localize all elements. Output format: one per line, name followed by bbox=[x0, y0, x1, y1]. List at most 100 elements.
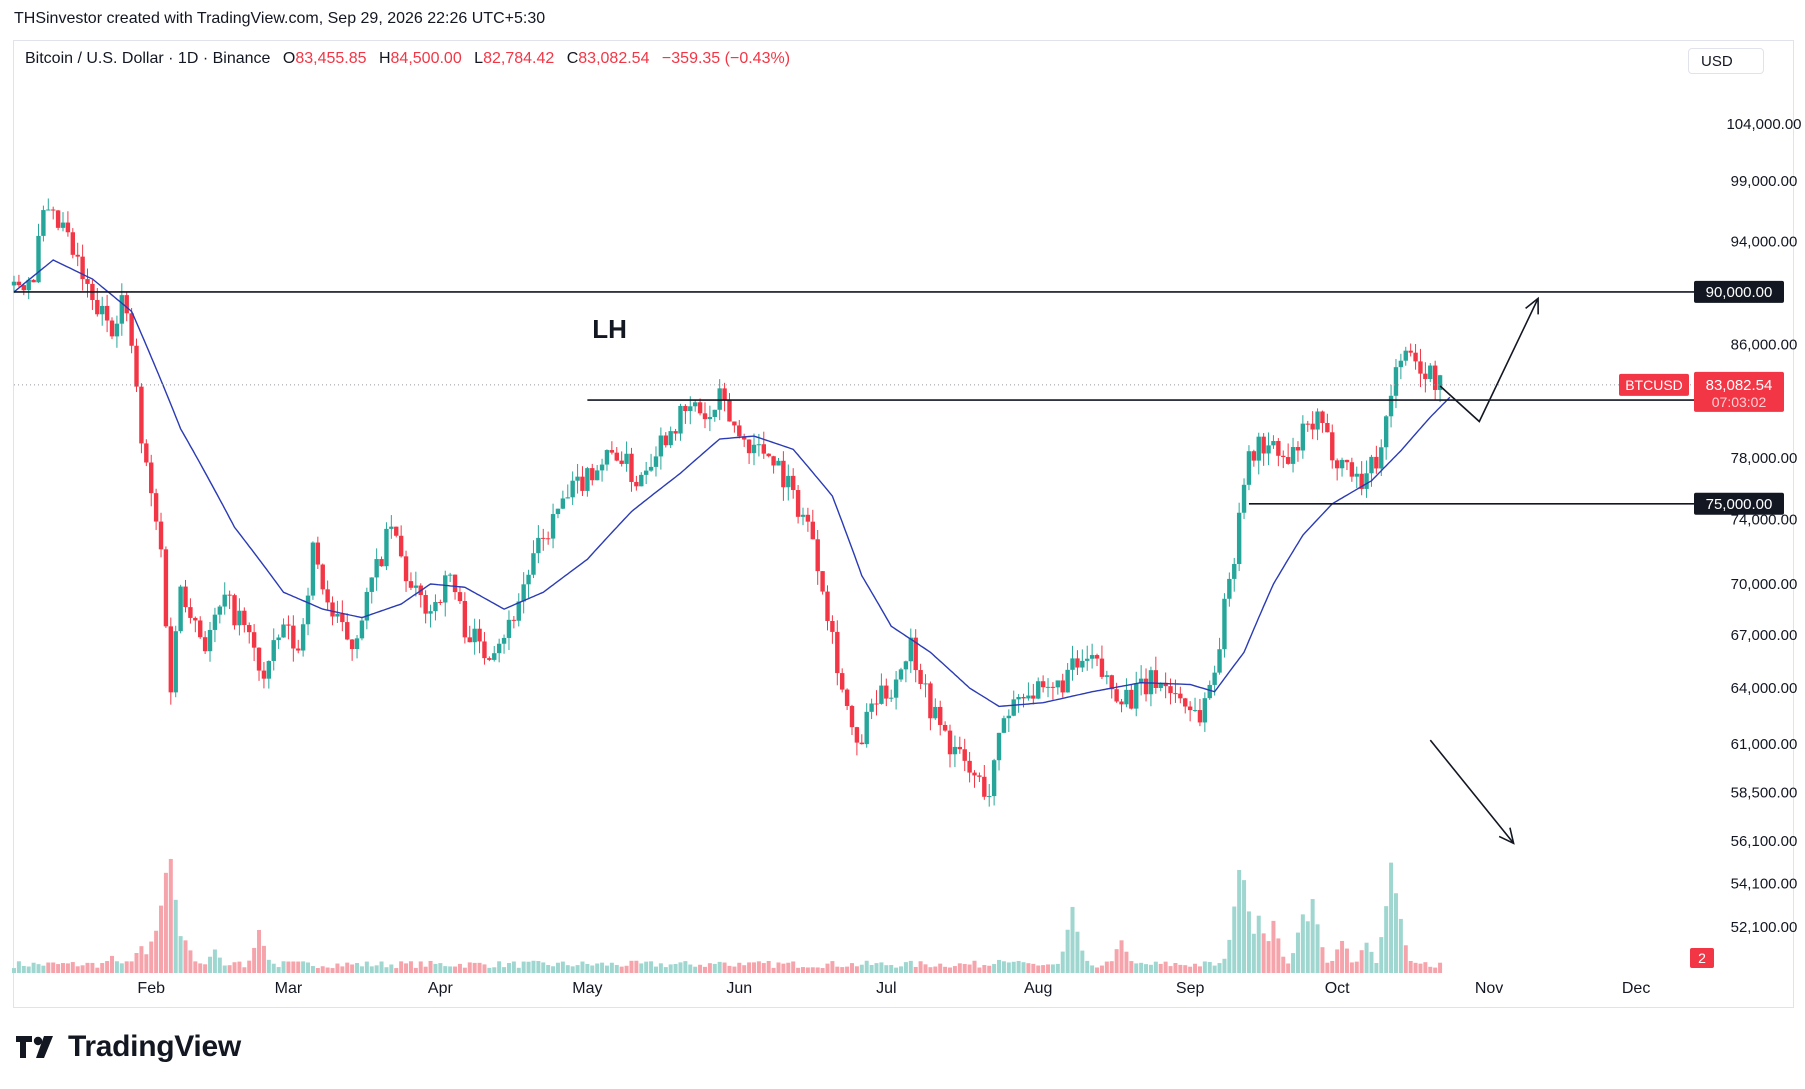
candle-body bbox=[1168, 686, 1173, 694]
x-tick-label: Sep bbox=[1176, 980, 1205, 997]
candle-body bbox=[663, 435, 668, 446]
volume-bar bbox=[820, 968, 825, 973]
volume-bar bbox=[193, 961, 198, 973]
volume-bar bbox=[61, 963, 66, 973]
volume-bar bbox=[1217, 963, 1222, 973]
symbol-title[interactable]: Bitcoin / U.S. Dollar · 1D · Binance bbox=[25, 50, 271, 67]
volume-bar bbox=[1065, 929, 1070, 973]
volume-bar bbox=[1222, 958, 1227, 973]
volume-bar bbox=[825, 963, 830, 973]
volume-bar bbox=[1212, 965, 1217, 973]
volume-bar bbox=[1320, 947, 1325, 973]
candle-body bbox=[305, 595, 311, 625]
y-tick-label: 78,000.00 bbox=[1731, 450, 1798, 467]
volume-bar bbox=[1364, 942, 1369, 973]
volume-bar bbox=[296, 961, 301, 973]
candle-body bbox=[1207, 684, 1212, 699]
candle-body bbox=[531, 553, 536, 575]
volume-bar bbox=[668, 964, 673, 973]
candle-body bbox=[1129, 689, 1134, 709]
volume-bar bbox=[658, 963, 663, 973]
candle-body bbox=[1315, 411, 1320, 430]
volume-bar bbox=[585, 963, 590, 973]
candle-body bbox=[266, 660, 272, 679]
volume-bar bbox=[629, 960, 634, 973]
volume-bar bbox=[840, 967, 845, 973]
candle-body bbox=[560, 498, 566, 509]
volume-bar bbox=[369, 966, 374, 973]
volume-bar bbox=[796, 967, 801, 973]
volume-bar bbox=[624, 965, 629, 973]
volume-bar bbox=[41, 965, 46, 973]
candle-body bbox=[153, 493, 159, 522]
volume-bar bbox=[139, 946, 144, 973]
candle-body bbox=[1379, 447, 1384, 469]
candle-body bbox=[869, 703, 874, 712]
volume-bar bbox=[673, 963, 678, 973]
volume-bar bbox=[967, 964, 972, 973]
candle-body bbox=[1369, 456, 1374, 474]
candle-body bbox=[511, 619, 517, 621]
candle-body bbox=[1261, 436, 1266, 454]
y-tick-label: 61,000.00 bbox=[1731, 736, 1798, 753]
candle-body bbox=[408, 581, 414, 588]
candle-body bbox=[1413, 352, 1418, 362]
candle-body bbox=[830, 620, 835, 632]
volume-bar bbox=[90, 962, 95, 973]
volume-bar bbox=[997, 959, 1002, 973]
volume-bar bbox=[1060, 951, 1065, 973]
x-tick-label: Apr bbox=[428, 980, 454, 997]
volume-bar bbox=[374, 965, 379, 973]
volume-bar bbox=[208, 956, 213, 973]
candle-body bbox=[41, 210, 46, 236]
volume-bar bbox=[1193, 963, 1198, 973]
volume-bar bbox=[188, 950, 193, 973]
volume-bar bbox=[1349, 962, 1354, 973]
candle-body bbox=[580, 476, 585, 491]
volume-bar bbox=[1153, 961, 1158, 973]
volume-bar bbox=[555, 962, 560, 973]
candle-body bbox=[237, 610, 242, 626]
candle-body bbox=[771, 456, 776, 466]
candle-body bbox=[786, 475, 791, 488]
level-label-box bbox=[1694, 492, 1784, 515]
candle-body bbox=[467, 637, 472, 643]
volume-bar bbox=[448, 966, 453, 973]
candle-body bbox=[349, 639, 355, 650]
volume-bar bbox=[639, 963, 644, 973]
candle-body bbox=[178, 586, 183, 632]
volume-bar bbox=[428, 960, 433, 973]
candle-body bbox=[967, 760, 972, 773]
volume-bar bbox=[1251, 933, 1256, 973]
volume-bar bbox=[1305, 921, 1310, 973]
volume-bar bbox=[154, 930, 159, 973]
volume-bar bbox=[570, 966, 575, 973]
candle-body bbox=[977, 775, 982, 777]
candle-body bbox=[766, 453, 771, 457]
chart-frame bbox=[13, 40, 1794, 1008]
candle-body bbox=[938, 706, 943, 725]
candle-body bbox=[1408, 350, 1413, 353]
volume-bar bbox=[467, 962, 472, 973]
volume-bar bbox=[649, 961, 654, 973]
volume-bar bbox=[766, 961, 771, 973]
volume-bar bbox=[1330, 960, 1335, 973]
candle-body bbox=[570, 480, 575, 498]
volume-bar bbox=[1276, 938, 1281, 973]
low-label: L bbox=[474, 50, 484, 67]
currency-button[interactable]: USD bbox=[1688, 48, 1764, 74]
volume-bar bbox=[693, 966, 698, 973]
candle-body bbox=[942, 724, 948, 731]
volume-bar bbox=[1433, 967, 1438, 973]
volume-bar bbox=[281, 961, 286, 973]
volume-bar bbox=[173, 899, 178, 973]
volume-bar bbox=[1178, 964, 1183, 973]
candle-body bbox=[310, 542, 316, 596]
candle-body bbox=[634, 481, 639, 487]
candle-body bbox=[1344, 459, 1350, 463]
symbol-badge-box bbox=[1619, 373, 1689, 396]
volume-bar bbox=[653, 966, 658, 973]
candle-body bbox=[1227, 578, 1232, 599]
candle-body bbox=[369, 577, 374, 592]
